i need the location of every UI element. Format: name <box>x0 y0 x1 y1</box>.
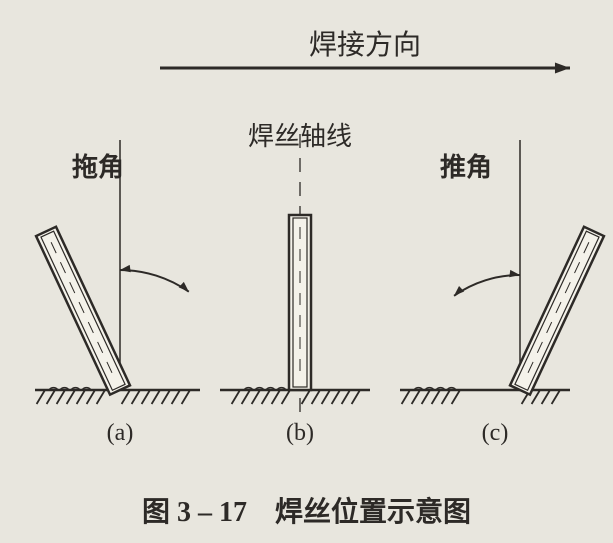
svg-text:(a): (a) <box>107 420 134 446</box>
svg-text:(b): (b) <box>286 420 314 446</box>
figure-caption: 图 3 – 17 焊丝位置示意图 <box>0 490 613 530</box>
figure-root: 焊接方向焊丝轴线拖角(a)(b)推角(c) 图 3 – 17 焊丝位置示意图 <box>0 0 613 543</box>
svg-text:焊接方向: 焊接方向 <box>309 29 421 61</box>
caption-prefix: 图 3 – 17 <box>142 497 247 528</box>
caption-title: 焊丝位置示意图 <box>275 497 471 528</box>
svg-text:(c): (c) <box>482 420 509 446</box>
diagram-svg: 焊接方向焊丝轴线拖角(a)(b)推角(c) <box>0 0 613 543</box>
svg-text:推角: 推角 <box>440 152 492 182</box>
svg-text:拖角: 拖角 <box>72 152 124 182</box>
